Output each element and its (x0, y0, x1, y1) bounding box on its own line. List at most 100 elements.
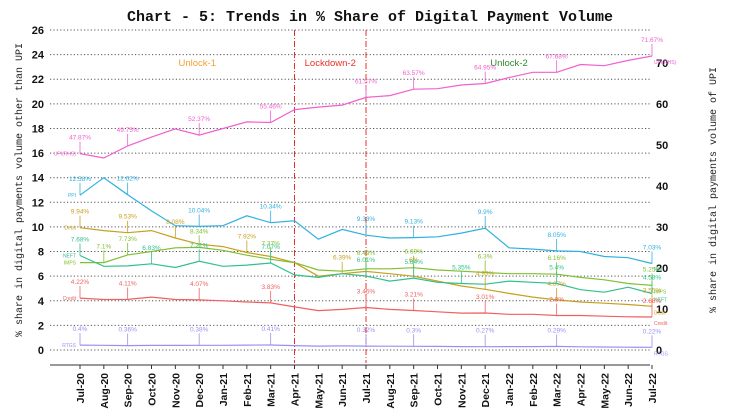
data-label: 9.33% (357, 216, 376, 223)
data-label: 5.84% (404, 259, 423, 266)
data-label: 8.08% (166, 219, 185, 226)
data-label: 7.21% (190, 242, 209, 249)
data-label: 3.21% (404, 291, 423, 298)
y-right-tick-label: 70 (656, 58, 668, 70)
chart-title: Chart - 5: Trends in % Share of Digital … (127, 9, 613, 26)
x-tick-label: Jan-22 (504, 373, 516, 406)
data-label: 2.8% (549, 297, 564, 304)
x-tick-label: Feb-22 (528, 373, 540, 407)
data-label: 49.75% (117, 127, 139, 134)
data-labels: UPI(RHS) UPI(RHS) 47.87% 49.75% 52.37% 55.46%… (54, 37, 677, 357)
data-label: 0.38% (190, 326, 209, 333)
data-label: 47.87% (69, 135, 91, 142)
data-label: 6.16% (547, 255, 566, 262)
series-name-label: Debit (64, 226, 76, 232)
series-name-label: PPI (68, 193, 76, 199)
data-label: 71.67% (641, 37, 663, 44)
series-name-label: NEFT (63, 253, 76, 259)
series-name-label: Credit (63, 296, 77, 302)
data-label: 64.95% (474, 65, 496, 72)
y-left-tick-label: 6 (38, 271, 44, 283)
data-label: 0.29% (547, 327, 566, 334)
y-axis-right-title: % share in digital payments volume of UP… (708, 67, 720, 313)
data-label: 0.36% (118, 327, 137, 334)
y-right-tick-label: 40 (656, 181, 668, 193)
data-label: 0.41% (261, 326, 280, 333)
data-label: 5.35% (452, 265, 471, 272)
y-axis-left-title: % share in digital payments volume other… (14, 43, 26, 337)
y-left-tick-label: 24 (32, 50, 45, 62)
data-label: 7.1% (96, 244, 111, 251)
series-name-label: PPI (654, 267, 662, 273)
data-label: 4.07% (190, 281, 209, 288)
x-tick-label: Dec-20 (194, 373, 206, 408)
x-tick-label: May-22 (599, 373, 611, 409)
series-name-label: IMPS (64, 261, 77, 267)
y-left-tick-label: 14 (32, 173, 45, 185)
x-tick-label: Apr-22 (576, 373, 588, 406)
x-tick-label: Sep-20 (123, 373, 135, 408)
gridlines (50, 29, 650, 351)
data-label: 10.34% (260, 204, 282, 211)
series-name-label: RTGS (654, 351, 668, 357)
y-right-tick-label: 30 (656, 222, 668, 234)
y-right-tick-label: 50 (656, 140, 668, 152)
data-label: 10.04% (188, 207, 210, 214)
x-tick-label: Mar-22 (552, 373, 564, 407)
x-tick-label: Aug-20 (99, 373, 111, 409)
data-label: 0.22% (643, 328, 662, 335)
y-axis-right: 0 10 20 30 40 50 60 70 (656, 58, 668, 357)
x-tick-label: Nov-20 (170, 373, 182, 408)
phase-label: Unlock-1 (179, 58, 217, 69)
data-label: 0.32% (357, 327, 376, 334)
x-tick-label: Oct-20 (147, 373, 159, 406)
data-label: 8.34% (190, 228, 209, 235)
y-left-tick-label: 26 (32, 25, 44, 37)
data-label: 61.57% (355, 78, 377, 85)
data-label: 55.46% (260, 103, 282, 110)
data-label: 8.05% (547, 232, 566, 239)
data-label: 6.39% (333, 255, 352, 262)
series-name-label: NEFT (654, 298, 667, 304)
data-label: 5.25% (643, 266, 662, 273)
x-tick-label: May-21 (313, 373, 325, 409)
x-tick-label: Jun-21 (337, 373, 349, 407)
series-name-label: Credit (654, 321, 668, 327)
data-label: 7.73% (118, 236, 137, 243)
y-left-tick-label: 10 (32, 222, 44, 234)
y-left-tick-label: 0 (38, 345, 44, 357)
data-label: 6.69% (404, 249, 423, 256)
data-label: 67.68% (546, 53, 568, 60)
data-label: 0.4% (73, 326, 88, 333)
data-label: 9.13% (404, 219, 423, 226)
data-label: 9.9% (478, 209, 493, 216)
data-label: 3.45% (357, 289, 376, 296)
data-label: 3.01% (476, 294, 495, 301)
data-label: 4.93% (476, 270, 495, 277)
data-label: 6.3% (478, 253, 493, 260)
data-label: 4.11% (119, 280, 137, 287)
phase-label: Unlock-2 (490, 58, 528, 69)
series-name-label: UPI(RHS) (654, 60, 677, 66)
data-label: 4.58% (643, 275, 662, 282)
y-right-tick-label: 20 (656, 263, 668, 275)
x-tick-label: Jul-20 (75, 373, 87, 404)
series-name-label: IMPS (654, 289, 667, 295)
phase-label: Lockdown-2 (305, 58, 356, 69)
y-left-tick-label: 12 (32, 197, 44, 209)
data-label: 5.4% (549, 265, 564, 272)
x-tick-label: Mar-21 (266, 373, 278, 407)
y-left-tick-label: 22 (32, 74, 44, 86)
x-axis: Jul-20 Aug-20 Sep-20 Oct-20 Nov-20 Dec-20 Jan-… (50, 364, 659, 409)
data-label: 2.68% (643, 298, 662, 305)
data-label: 9.94% (71, 209, 90, 216)
data-label: 3.83% (261, 284, 280, 291)
series-name-label: UPI(RHS) (54, 152, 77, 158)
x-tick-label: Nov-21 (456, 373, 468, 408)
y-left-tick-label: 16 (32, 148, 44, 160)
y-left-tick-label: 4 (38, 296, 45, 308)
data-label: 4.22% (71, 279, 90, 286)
data-label: 6.49% (357, 250, 376, 257)
